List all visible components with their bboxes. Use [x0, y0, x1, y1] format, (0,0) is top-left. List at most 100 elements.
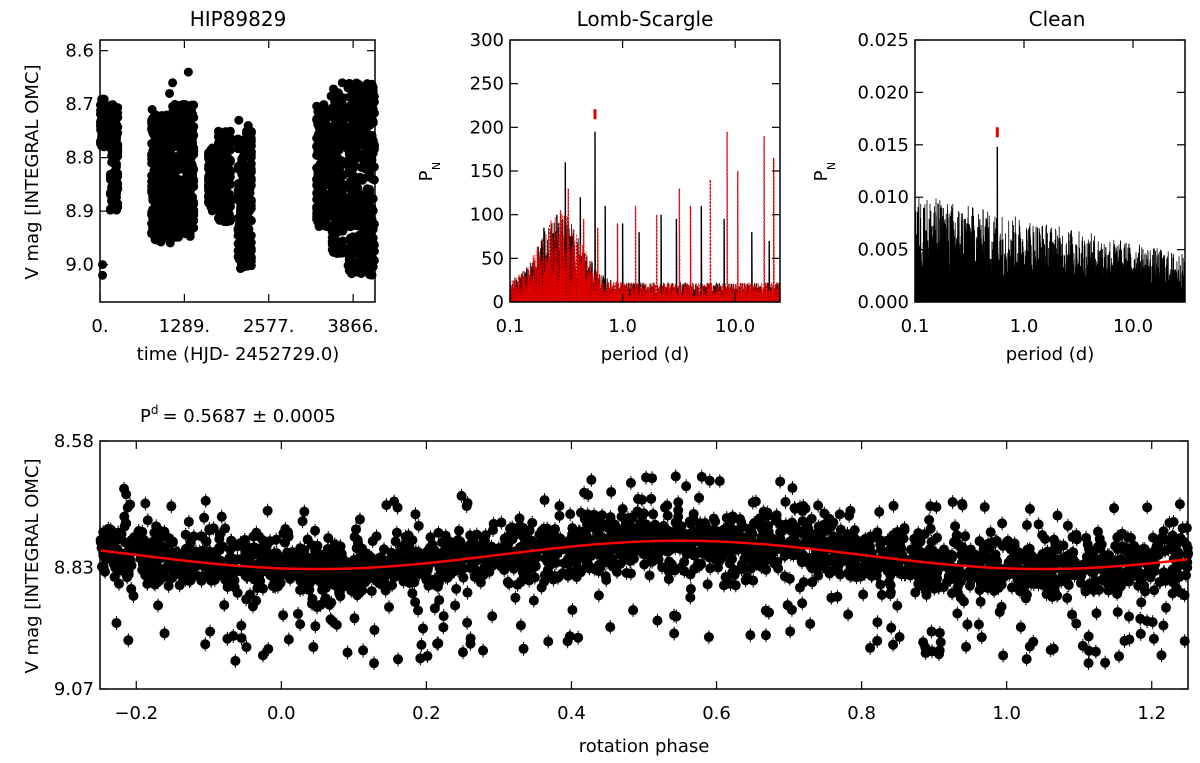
- data-point: [1177, 523, 1188, 534]
- data-point: [186, 214, 196, 224]
- data-point: [219, 138, 229, 148]
- data-point: [1071, 618, 1082, 629]
- phase-panel: Pd = 0.5687 ± 0.0005 −0.2 0.0 0.2 0.4 0.6 0.8 1…: [22, 403, 1193, 757]
- data-point: [1175, 587, 1186, 598]
- data-point: [548, 574, 559, 585]
- data-point: [158, 233, 168, 243]
- data-point: [154, 189, 164, 199]
- lomb-scargle-title: Lomb-Scargle: [577, 7, 714, 31]
- y-tick-label: 8.9: [65, 201, 94, 222]
- data-point: [514, 513, 525, 524]
- data-point: [1083, 658, 1094, 669]
- data-point: [110, 198, 120, 208]
- data-point: [362, 142, 372, 152]
- data-point: [316, 104, 326, 114]
- data-point: [872, 617, 883, 628]
- clean-panel: Clean 0.1 1.0 10.0 0.000 0.005 0.010 0.015 0.02…: [811, 7, 1186, 365]
- data-point: [105, 188, 115, 198]
- data-point: [669, 628, 680, 639]
- data-point: [334, 173, 344, 183]
- data-point: [262, 505, 273, 516]
- data-point: [241, 594, 252, 605]
- data-point: [170, 181, 180, 191]
- data-point: [310, 525, 321, 536]
- data-point: [407, 588, 418, 599]
- data-point: [111, 617, 122, 628]
- data-point: [173, 226, 183, 236]
- data-point: [360, 112, 370, 122]
- data-point: [1024, 504, 1035, 515]
- data-point: [356, 162, 366, 172]
- data-point: [172, 190, 182, 200]
- data-point: [644, 570, 655, 581]
- data-point: [216, 171, 226, 181]
- y-tick-label: 50: [481, 248, 504, 269]
- data-point: [1028, 636, 1039, 647]
- data-point: [333, 88, 343, 98]
- data-point: [354, 514, 365, 525]
- data-point: [365, 184, 375, 194]
- data-point: [343, 144, 353, 154]
- y-tick-label: 200: [470, 117, 504, 138]
- data-point: [892, 600, 903, 611]
- data-point: [361, 98, 371, 108]
- data-point: [170, 204, 180, 214]
- clean-xlabel: period (d): [1006, 344, 1095, 365]
- data-point: [973, 619, 984, 630]
- periodogram-line: [914, 146, 1186, 303]
- data-point: [112, 150, 122, 160]
- data-point: [244, 235, 254, 245]
- data-point: [865, 642, 876, 653]
- y-tick-label: 0.010: [857, 187, 909, 208]
- data-point: [176, 105, 186, 115]
- data-point: [176, 150, 186, 160]
- clean-ylabel: P: [811, 170, 832, 181]
- data-point: [391, 527, 402, 538]
- data-point: [348, 84, 358, 94]
- data-point: [562, 636, 573, 647]
- phase-title-p: P: [140, 406, 151, 427]
- data-point: [168, 231, 178, 241]
- data-point: [219, 148, 229, 158]
- y-tick-label: 250: [470, 74, 504, 95]
- data-point: [182, 205, 192, 215]
- data-point: [703, 632, 714, 643]
- data-point: [874, 506, 885, 517]
- data-point: [109, 103, 119, 113]
- data-point: [418, 623, 429, 634]
- data-point: [246, 150, 256, 160]
- data-point: [1112, 607, 1123, 618]
- data-point: [155, 179, 165, 189]
- data-point: [826, 592, 837, 603]
- y-tick-label: 0: [493, 292, 504, 313]
- data-point: [332, 202, 342, 212]
- data-point: [702, 579, 713, 590]
- data-point: [308, 642, 319, 653]
- x-tick-label: 0.1: [901, 316, 930, 337]
- x-tick-label: 10.0: [1113, 316, 1153, 337]
- data-point: [438, 622, 449, 633]
- data-point: [148, 158, 158, 168]
- data-point: [183, 225, 193, 235]
- data-point: [213, 162, 223, 172]
- data-point: [221, 189, 231, 199]
- data-point: [112, 110, 122, 120]
- data-point: [646, 493, 657, 504]
- data-point: [323, 533, 334, 544]
- data-point: [345, 184, 355, 194]
- data-point: [151, 147, 161, 157]
- y-tick-label: 0.005: [857, 240, 909, 261]
- data-point: [979, 501, 990, 512]
- data-point: [166, 501, 177, 512]
- data-point: [313, 116, 323, 126]
- data-point: [242, 184, 252, 194]
- data-point: [157, 220, 167, 230]
- data-point: [179, 175, 189, 185]
- data-point: [188, 171, 198, 181]
- data-point: [1091, 608, 1102, 619]
- data-point: [1149, 585, 1160, 596]
- data-point: [1048, 643, 1059, 654]
- data-point: [349, 113, 359, 123]
- data-point: [243, 121, 253, 131]
- data-point: [326, 192, 336, 202]
